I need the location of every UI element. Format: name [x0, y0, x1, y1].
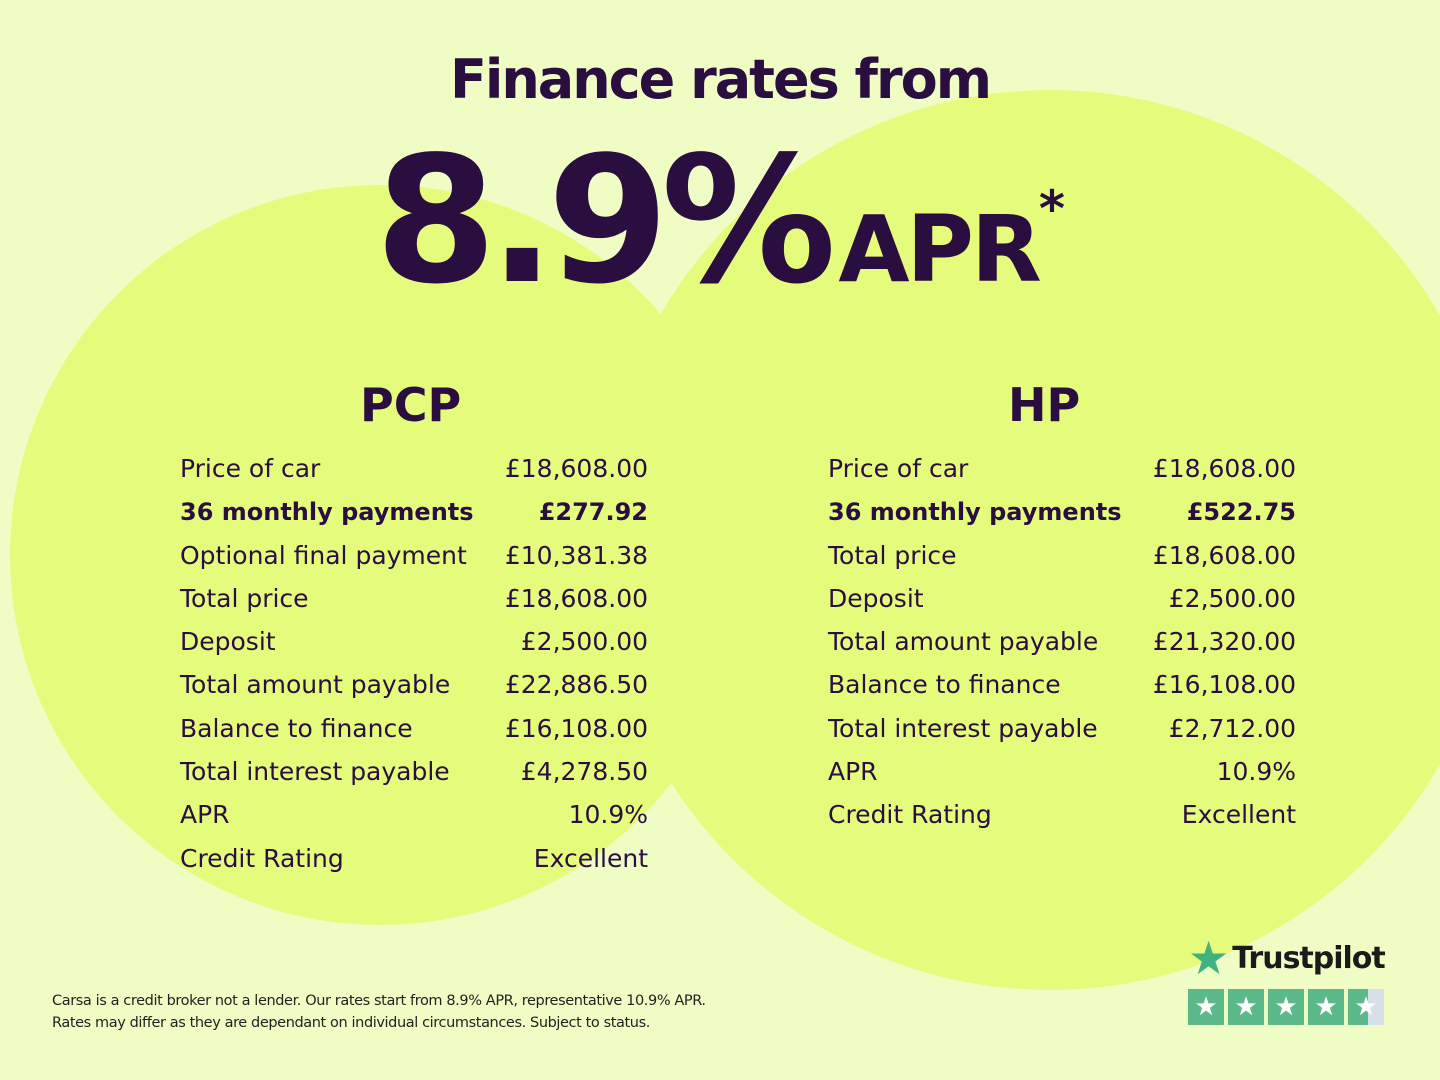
star-icon: ★: [1188, 931, 1229, 985]
pcp-rows: Price of car £18,608.00 36 monthly payment…: [180, 454, 648, 887]
table-row: APR 10.9%: [180, 800, 648, 843]
disclaimer: Carsa is a credit broker not a lender. O…: [52, 990, 706, 1034]
table-row: Total price £18,608.00: [828, 541, 1296, 584]
rating-star-icon: ★: [1268, 989, 1304, 1025]
row-label: Credit Rating: [828, 800, 992, 830]
table-row: Price of car £18,608.00: [180, 454, 648, 497]
table-row: Balance to finance £16,108.00: [828, 670, 1296, 713]
table-row: Price of car £18,608.00: [828, 454, 1296, 497]
rating-star-icon: ★: [1308, 989, 1344, 1025]
row-label: Total price: [180, 583, 309, 613]
disclaimer-line: Rates may differ as they are dependant o…: [52, 1015, 650, 1031]
row-label: Credit Rating: [180, 843, 344, 873]
row-value: £2,500.00: [520, 627, 648, 657]
row-label: Total amount payable: [828, 627, 1099, 657]
row-value: £522.75: [1186, 498, 1296, 527]
row-label: Total interest payable: [828, 713, 1098, 743]
row-label: 36 monthly payments: [180, 498, 474, 527]
table-row: 36 monthly payments £522.75: [828, 497, 1296, 540]
table-row: Credit Rating Excellent: [828, 800, 1296, 843]
headline: Finance rates from: [449, 48, 992, 111]
rating-star-icon: ★: [1228, 989, 1264, 1025]
row-value: £22,886.50: [504, 670, 648, 700]
hp-title: HP: [1008, 378, 1081, 432]
table-row: Balance to finance £16,108.00: [180, 714, 648, 757]
table-row: Credit Rating Excellent: [180, 844, 648, 887]
asterisk: *: [1038, 180, 1065, 238]
row-label: Balance to finance: [828, 670, 1061, 700]
row-value: £18,608.00: [1152, 540, 1296, 570]
rate-value: 8.9%: [375, 120, 836, 323]
row-value: £277.92: [538, 498, 648, 527]
row-label: Total amount payable: [180, 670, 451, 700]
row-value: £18,608.00: [504, 454, 648, 483]
table-row: Deposit £2,500.00: [180, 627, 648, 670]
row-value: Excellent: [533, 843, 648, 873]
background-circle-right: [600, 90, 1440, 990]
row-label: APR: [828, 757, 878, 787]
row-label: Total price: [828, 540, 957, 570]
disclaimer-line: Carsa is a credit broker not a lender. O…: [52, 993, 706, 1009]
table-row: Total amount payable £21,320.00: [828, 627, 1296, 670]
rate-suffix: APR: [838, 196, 1041, 303]
row-label: Deposit: [180, 627, 276, 657]
row-label: Balance to finance: [180, 713, 413, 743]
table-row: Optional final payment £10,381.38: [180, 541, 648, 584]
pcp-panel: PCP Price of car £18,608.00 36 monthly pay…: [180, 378, 648, 887]
row-label: Total interest payable: [180, 757, 450, 787]
table-row: Total price £18,608.00: [180, 584, 648, 627]
row-value: £2,712.00: [1168, 713, 1296, 743]
row-value: £18,608.00: [504, 583, 648, 613]
row-value: £21,320.00: [1152, 627, 1296, 657]
row-value: £16,108.00: [1152, 670, 1296, 700]
table-row: 36 monthly payments £277.92: [180, 497, 648, 540]
row-label: Price of car: [828, 454, 969, 483]
table-row: Total interest payable £2,712.00: [828, 714, 1296, 757]
row-label: Optional final payment: [180, 540, 467, 570]
pcp-title: PCP: [360, 378, 462, 432]
rating-star-icon: ★: [1348, 989, 1384, 1025]
rate-display: 8.9% APR*: [0, 120, 1440, 323]
table-row: APR 10.9%: [828, 757, 1296, 800]
row-value: £18,608.00: [1152, 454, 1296, 483]
row-label: APR: [180, 800, 230, 830]
table-row: Total interest payable £4,278.50: [180, 757, 648, 800]
row-value: 10.9%: [568, 800, 648, 830]
hp-rows: Price of car £18,608.00 36 monthly payment…: [828, 454, 1296, 844]
row-value: Excellent: [1181, 800, 1296, 830]
trustpilot-logo: Trustpilot: [1232, 940, 1386, 976]
rating-star-icon: ★: [1188, 989, 1224, 1025]
trustpilot-rating: ★ ★ ★ ★ ★: [1188, 989, 1388, 1025]
table-row: Total amount payable £22,886.50: [180, 670, 648, 713]
row-value: £4,278.50: [520, 757, 648, 787]
hp-panel: HP Price of car £18,608.00 36 monthly paym…: [828, 378, 1296, 844]
row-value: 10.9%: [1216, 757, 1296, 787]
trustpilot-badge: ★ Trustpilot ★ ★ ★ ★ ★: [1188, 935, 1388, 1025]
row-label: 36 monthly payments: [828, 498, 1122, 527]
row-value: £2,500.00: [1168, 583, 1296, 613]
row-label: Deposit: [828, 583, 924, 613]
table-row: Deposit £2,500.00: [828, 584, 1296, 627]
row-label: Price of car: [180, 454, 321, 483]
row-value: £16,108.00: [504, 713, 648, 743]
row-value: £10,381.38: [504, 540, 648, 570]
